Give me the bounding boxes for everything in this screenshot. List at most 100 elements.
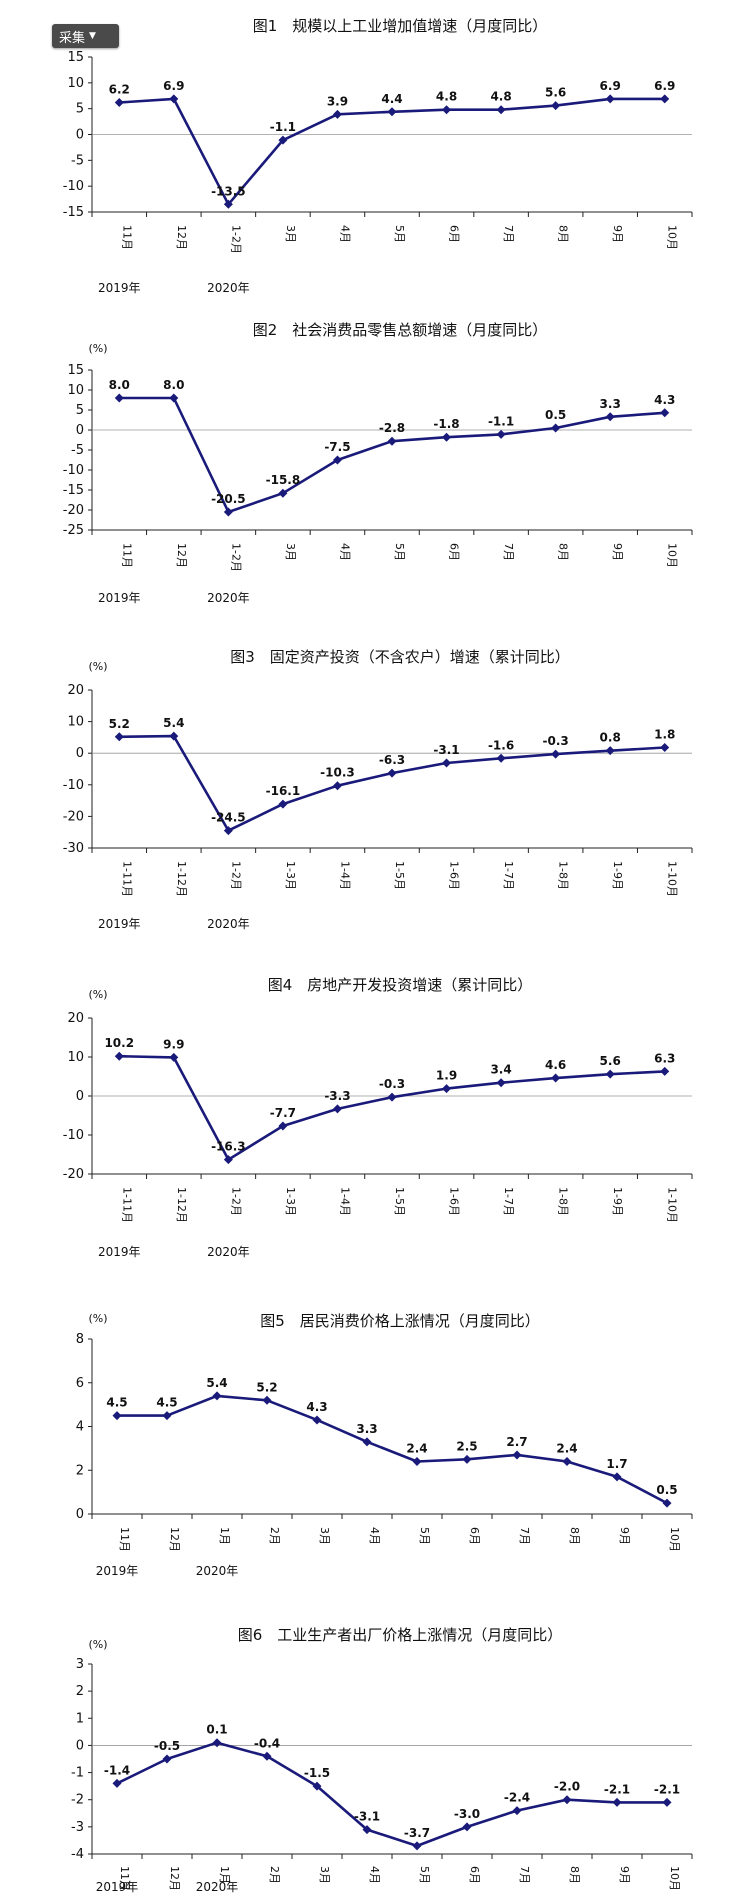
y-tick-label: -15 — [63, 483, 84, 498]
x-tick-label: 1-4月 — [338, 861, 351, 890]
y-tick-label: 8 — [76, 1332, 84, 1347]
x-tick-label: 6月 — [468, 1527, 481, 1545]
y-tick-label: -4 — [71, 1847, 84, 1862]
data-point — [442, 105, 452, 115]
data-point — [660, 94, 670, 104]
y-tick-label: 15 — [67, 363, 84, 378]
data-label: 5.2 — [109, 717, 130, 731]
data-point — [362, 1825, 372, 1835]
data-label: 4.6 — [545, 1058, 566, 1072]
x-tick-label: 1-2月 — [229, 543, 242, 572]
data-label: -7.5 — [324, 440, 350, 454]
data-label: 0.8 — [600, 731, 621, 745]
data-label: 5.4 — [163, 716, 184, 730]
x-tick-label: 1-5月 — [393, 861, 406, 890]
data-label: 6.3 — [654, 1051, 675, 1065]
chart-6: 图6 工业生产者出厂价格上涨情况（月度同比） (%) 3 2 1 0 -1 -2 -3 -4 11月… — [71, 1626, 693, 1894]
data-point — [551, 101, 561, 111]
x-tick-label: 5月 — [418, 1527, 431, 1545]
x-tick-label: 1-10月 — [666, 1187, 679, 1223]
x-tick-label: 9月 — [611, 543, 624, 561]
x-tick-label: 5月 — [393, 225, 406, 243]
x-tick-label: 7月 — [502, 225, 515, 243]
y-tick-label: -20 — [63, 1167, 84, 1182]
data-label: -20.5 — [211, 492, 246, 506]
data-point — [387, 1092, 397, 1102]
collect-button[interactable]: 采集 ▼ — [52, 24, 119, 48]
data-label: 6.9 — [163, 79, 184, 93]
data-point — [512, 1450, 522, 1460]
year-label: 2019年 — [98, 1245, 141, 1259]
data-label: 4.3 — [654, 393, 675, 407]
x-tick-label: 1月 — [218, 1866, 231, 1884]
data-point — [114, 393, 124, 403]
y-tick-label: 10 — [67, 1050, 84, 1065]
data-label: -3.1 — [433, 743, 459, 757]
y-tick-label: -10 — [63, 179, 84, 194]
chart-2: 图2 社会消费品零售总额增速（月度同比） (%) 15 10 5 0 -5 -10 -15 -20… — [63, 321, 693, 605]
data-point — [387, 107, 397, 117]
x-tick-label: 9月 — [618, 1527, 631, 1545]
data-label: 9.9 — [163, 1037, 184, 1051]
x-tick-label: 8月 — [557, 543, 570, 561]
y-tick-label: 2 — [76, 1684, 84, 1699]
x-tick-label: 12月 — [168, 1866, 181, 1891]
year-label: 2020年 — [207, 1245, 250, 1259]
data-point — [462, 1822, 472, 1832]
x-tick-label: 1-3月 — [284, 1187, 297, 1216]
data-point — [212, 1738, 222, 1748]
x-tick-label: 8月 — [568, 1527, 581, 1545]
data-point — [332, 455, 342, 465]
data-point — [362, 1437, 372, 1447]
data-point — [442, 1084, 452, 1094]
data-label: 0.1 — [206, 1723, 227, 1737]
x-tick-label: 5月 — [418, 1866, 431, 1884]
x-tick-label: 7月 — [502, 543, 515, 561]
data-point — [169, 393, 179, 403]
y-unit-label: (%) — [88, 660, 107, 673]
data-label: 1.8 — [654, 728, 675, 742]
data-point — [278, 488, 288, 498]
data-label: 5.4 — [206, 1376, 227, 1390]
data-label: -15.8 — [266, 473, 301, 487]
x-tick-label: 1-12月 — [175, 861, 188, 897]
y-tick-label: -15 — [63, 205, 84, 220]
y-tick-label: 6 — [76, 1376, 84, 1391]
y-tick-label: -1 — [71, 1766, 84, 1781]
data-label: -7.7 — [270, 1106, 296, 1120]
x-tick-label: 6月 — [468, 1866, 481, 1884]
data-label: -0.5 — [154, 1739, 180, 1753]
data-label: -3.3 — [324, 1089, 350, 1103]
year-label: 2019年 — [98, 917, 141, 931]
data-point — [605, 412, 615, 422]
data-point — [605, 94, 615, 104]
x-tick-label: 8月 — [568, 1866, 581, 1884]
data-label: -0.3 — [543, 734, 569, 748]
x-tick-label: 4月 — [338, 225, 351, 243]
data-point — [262, 1395, 272, 1405]
data-point — [387, 436, 397, 446]
data-label: -24.5 — [211, 811, 246, 825]
data-point — [442, 432, 452, 442]
data-point — [162, 1411, 172, 1421]
y-unit-label: (%) — [88, 1312, 107, 1325]
data-point — [612, 1797, 622, 1807]
collect-button-label: 采集 — [59, 30, 86, 46]
year-label: 2019年 — [98, 281, 141, 295]
y-tick-label: 0 — [76, 746, 84, 761]
x-tick-label: 5月 — [393, 543, 406, 561]
x-tick-label: 1-2月 — [229, 1187, 242, 1216]
chevron-down-icon: ▼ — [89, 31, 96, 41]
y-tick-label: 10 — [67, 76, 84, 91]
data-label: -2.4 — [504, 1791, 530, 1805]
data-point — [278, 135, 288, 145]
data-label: 2.4 — [406, 1442, 427, 1456]
x-tick-label: 6月 — [448, 543, 461, 561]
data-point — [462, 1454, 472, 1464]
data-point — [551, 1073, 561, 1083]
data-point — [496, 753, 506, 763]
data-point — [387, 768, 397, 778]
x-tick-label: 4月 — [338, 543, 351, 561]
x-tick-label: 1-7月 — [502, 1187, 515, 1216]
